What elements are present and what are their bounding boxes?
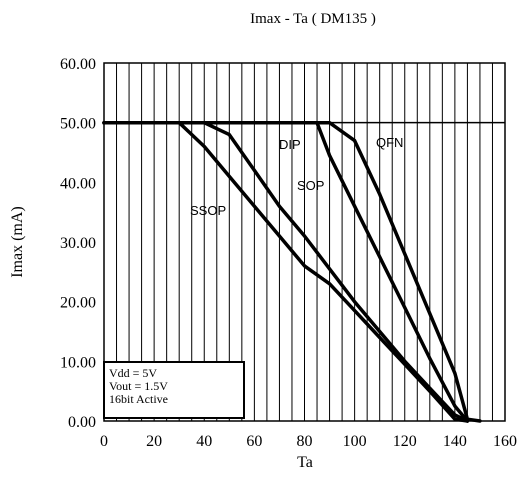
y-axis-label: Imax (mA) — [9, 206, 26, 278]
x-tick-label: 80 — [297, 433, 313, 450]
y-tick-label: 40.00 — [60, 175, 96, 192]
x-tick-label: 20 — [146, 433, 162, 450]
conditions-box: Vdd = 5V Vout = 1.5V 16bit Active — [104, 362, 244, 418]
curve-label-ssop: SSOP — [190, 203, 226, 218]
y-tick-label: 60.00 — [60, 56, 96, 73]
curve-label-dip: DIP — [279, 137, 301, 152]
x-tick-label: 0 — [100, 433, 108, 450]
y-tick-label: 0.00 — [68, 414, 96, 431]
chart-title: Imax - Ta ( DM135 ) — [250, 11, 376, 27]
curve-label-sop: SOP — [297, 178, 324, 193]
y-tick-label: 50.00 — [60, 116, 96, 133]
x-tick-label: 100 — [343, 433, 367, 450]
condition-vout: Vout = 1.5V — [109, 379, 168, 393]
y-tick-label: 10.00 — [60, 354, 96, 371]
x-tick-labels: 0 20 40 60 80 100 120 140 160 — [100, 433, 517, 450]
x-tick-label: 140 — [443, 433, 467, 450]
y-tick-label: 20.00 — [60, 295, 96, 312]
y-tick-labels: 0.00 10.00 20.00 30.00 40.00 50.00 60.00 — [60, 56, 96, 431]
x-tick-label: 60 — [246, 433, 262, 450]
x-tick-label: 160 — [493, 433, 517, 450]
x-tick-label: 40 — [196, 433, 212, 450]
condition-vdd: Vdd = 5V — [109, 366, 157, 380]
condition-mode: 16bit Active — [109, 392, 168, 406]
x-tick-label: 120 — [393, 433, 417, 450]
y-tick-label: 30.00 — [60, 235, 96, 252]
curve-label-qfn: QFN — [376, 135, 403, 150]
x-axis-label: Ta — [297, 454, 313, 471]
